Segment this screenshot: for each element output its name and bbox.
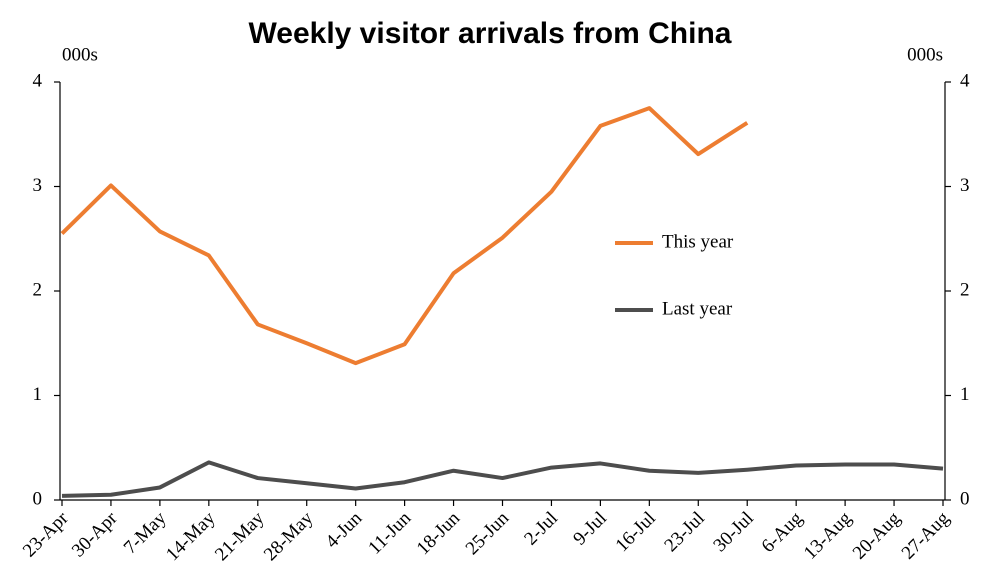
x-tick-label: 23-Jul xyxy=(660,508,708,556)
y2-tick-label: 4 xyxy=(960,70,970,91)
series-line xyxy=(60,106,749,366)
x-tick-label: 18-Jun xyxy=(413,507,465,559)
x-tick-label: 25-Jun xyxy=(462,507,514,559)
y-axis-label: 000s xyxy=(62,44,98,65)
legend-label: Last year xyxy=(662,298,733,319)
x-tick-label: 23-Apr xyxy=(19,507,73,561)
x-tick-label: 20-Aug xyxy=(849,507,905,563)
y2-tick-label: 2 xyxy=(960,279,970,300)
y2-axis-label: 000s xyxy=(907,44,943,65)
x-tick-label: 2-Jul xyxy=(520,508,562,550)
y-tick-label: 0 xyxy=(33,488,43,509)
x-tick-label: 11-Jun xyxy=(364,507,415,558)
x-tick-label: 9-Jul xyxy=(569,508,611,550)
x-tick-label: 16-Jul xyxy=(612,508,660,556)
y-tick-label: 2 xyxy=(33,279,43,300)
y2-tick-label: 1 xyxy=(960,384,970,405)
y-tick-label: 1 xyxy=(33,384,43,405)
y-tick-label: 3 xyxy=(33,175,43,196)
x-tick-label: 27-Aug xyxy=(898,507,954,563)
x-tick-label: 4-Jun xyxy=(322,507,367,552)
y-tick-label: 4 xyxy=(33,70,43,91)
x-tick-label: 30-Apr xyxy=(68,507,122,561)
x-tick-label: 28-May xyxy=(260,507,318,565)
y2-tick-label: 3 xyxy=(960,175,970,196)
series-line xyxy=(61,460,944,498)
legend-label: This year xyxy=(662,231,734,252)
x-tick-label: 13-Aug xyxy=(800,507,856,563)
x-tick-label: 21-May xyxy=(211,507,269,565)
x-tick-label: 30-Jul xyxy=(709,508,757,556)
chart-title: Weekly visitor arrivals from China xyxy=(249,17,732,50)
x-tick-label: 14-May xyxy=(162,507,220,565)
y2-tick-label: 0 xyxy=(960,488,970,509)
